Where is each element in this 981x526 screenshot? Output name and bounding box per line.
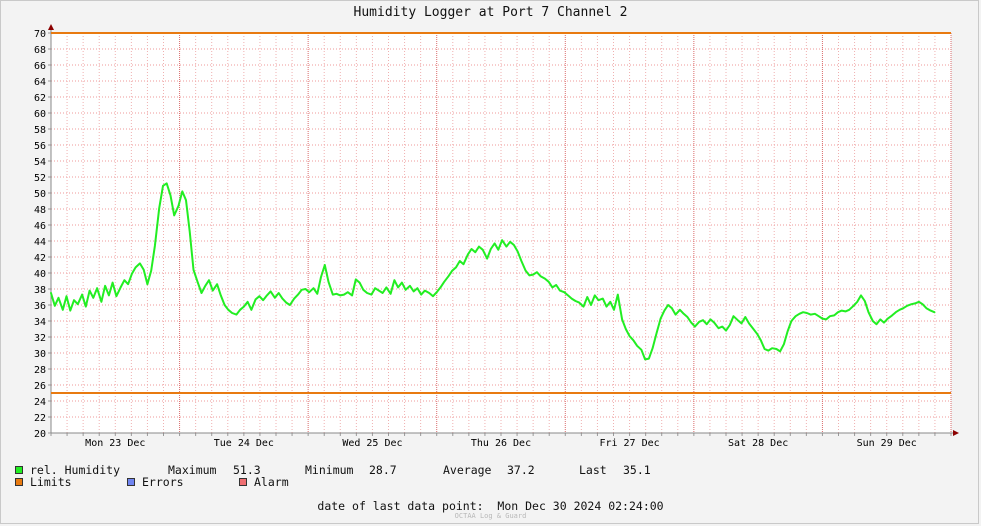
watermark-text: OCTAA Log & Guard [454, 512, 527, 520]
y-tick-label: 20 [34, 429, 46, 440]
y-tick-label: 62 [34, 93, 46, 104]
alarm-legend-label: Alarm [254, 475, 289, 489]
average-label: Average [443, 463, 492, 477]
y-tick-label: 64 [34, 77, 46, 88]
y-tick-label: 30 [34, 349, 46, 360]
y-tick-label: 70 [34, 29, 46, 40]
y-tick-label: 66 [34, 61, 46, 72]
y-tick-label: 46 [34, 221, 46, 232]
last-value: 35.1 [623, 463, 651, 477]
x-tick-label: Wed 25 Dec [342, 438, 402, 449]
y-tick-label: 54 [34, 157, 46, 168]
y-tick-label: 44 [34, 237, 46, 248]
humidity-legend-swatch [15, 466, 23, 474]
x-tick-label: Thu 26 Dec [471, 438, 531, 449]
minimum-value: 28.7 [369, 463, 397, 477]
y-tick-label: 48 [34, 205, 46, 216]
y-tick-label: 60 [34, 109, 46, 120]
minimum-label: Minimum [305, 463, 354, 477]
y-tick-label: 50 [34, 189, 46, 200]
humidity-series-line [50, 182, 936, 361]
x-tick-label: Sat 28 Dec [728, 438, 788, 449]
errors-legend-label: Errors [142, 475, 184, 489]
errors-legend-swatch [127, 478, 135, 486]
x-axis-arrow [953, 430, 959, 436]
y-tick-label: 38 [34, 285, 46, 296]
y-tick-label: 26 [34, 381, 46, 392]
y-tick-label: 36 [34, 301, 46, 312]
y-tick-label: 32 [34, 333, 46, 344]
chart-title: Humidity Logger at Port 7 Channel 2 [353, 5, 628, 20]
x-tick-label: Fri 27 Dec [599, 438, 659, 449]
humidity-legend-label: rel. Humidity [30, 463, 121, 477]
x-tick-label: Sun 29 Dec [857, 438, 917, 449]
y-tick-label: 58 [34, 125, 46, 136]
x-tick-label: Tue 24 Dec [214, 438, 274, 449]
y-tick-label: 56 [34, 141, 46, 152]
y-tick-label: 68 [34, 45, 46, 56]
y-tick-label: 24 [34, 397, 46, 408]
maximum-label: Maximum [168, 463, 217, 477]
y-tick-label: 34 [34, 317, 46, 328]
last-label: Last [579, 463, 607, 477]
alarm-legend-swatch [239, 478, 247, 486]
y-tick-label: 22 [34, 413, 46, 424]
limits-legend-label: Limits [30, 475, 72, 489]
y-tick-label: 28 [34, 365, 46, 376]
last-data-point-date: date of last data point: Mon Dec 30 2024… [317, 499, 664, 513]
average-value: 37.2 [507, 463, 535, 477]
maximum-value: 51.3 [233, 463, 261, 477]
limits-legend-swatch [15, 478, 23, 486]
y-axis-arrow [48, 24, 54, 30]
y-tick-label: 42 [34, 253, 46, 264]
y-tick-label: 40 [34, 269, 46, 280]
x-tick-label: Mon 23 Dec [85, 438, 145, 449]
y-tick-label: 52 [34, 173, 46, 184]
